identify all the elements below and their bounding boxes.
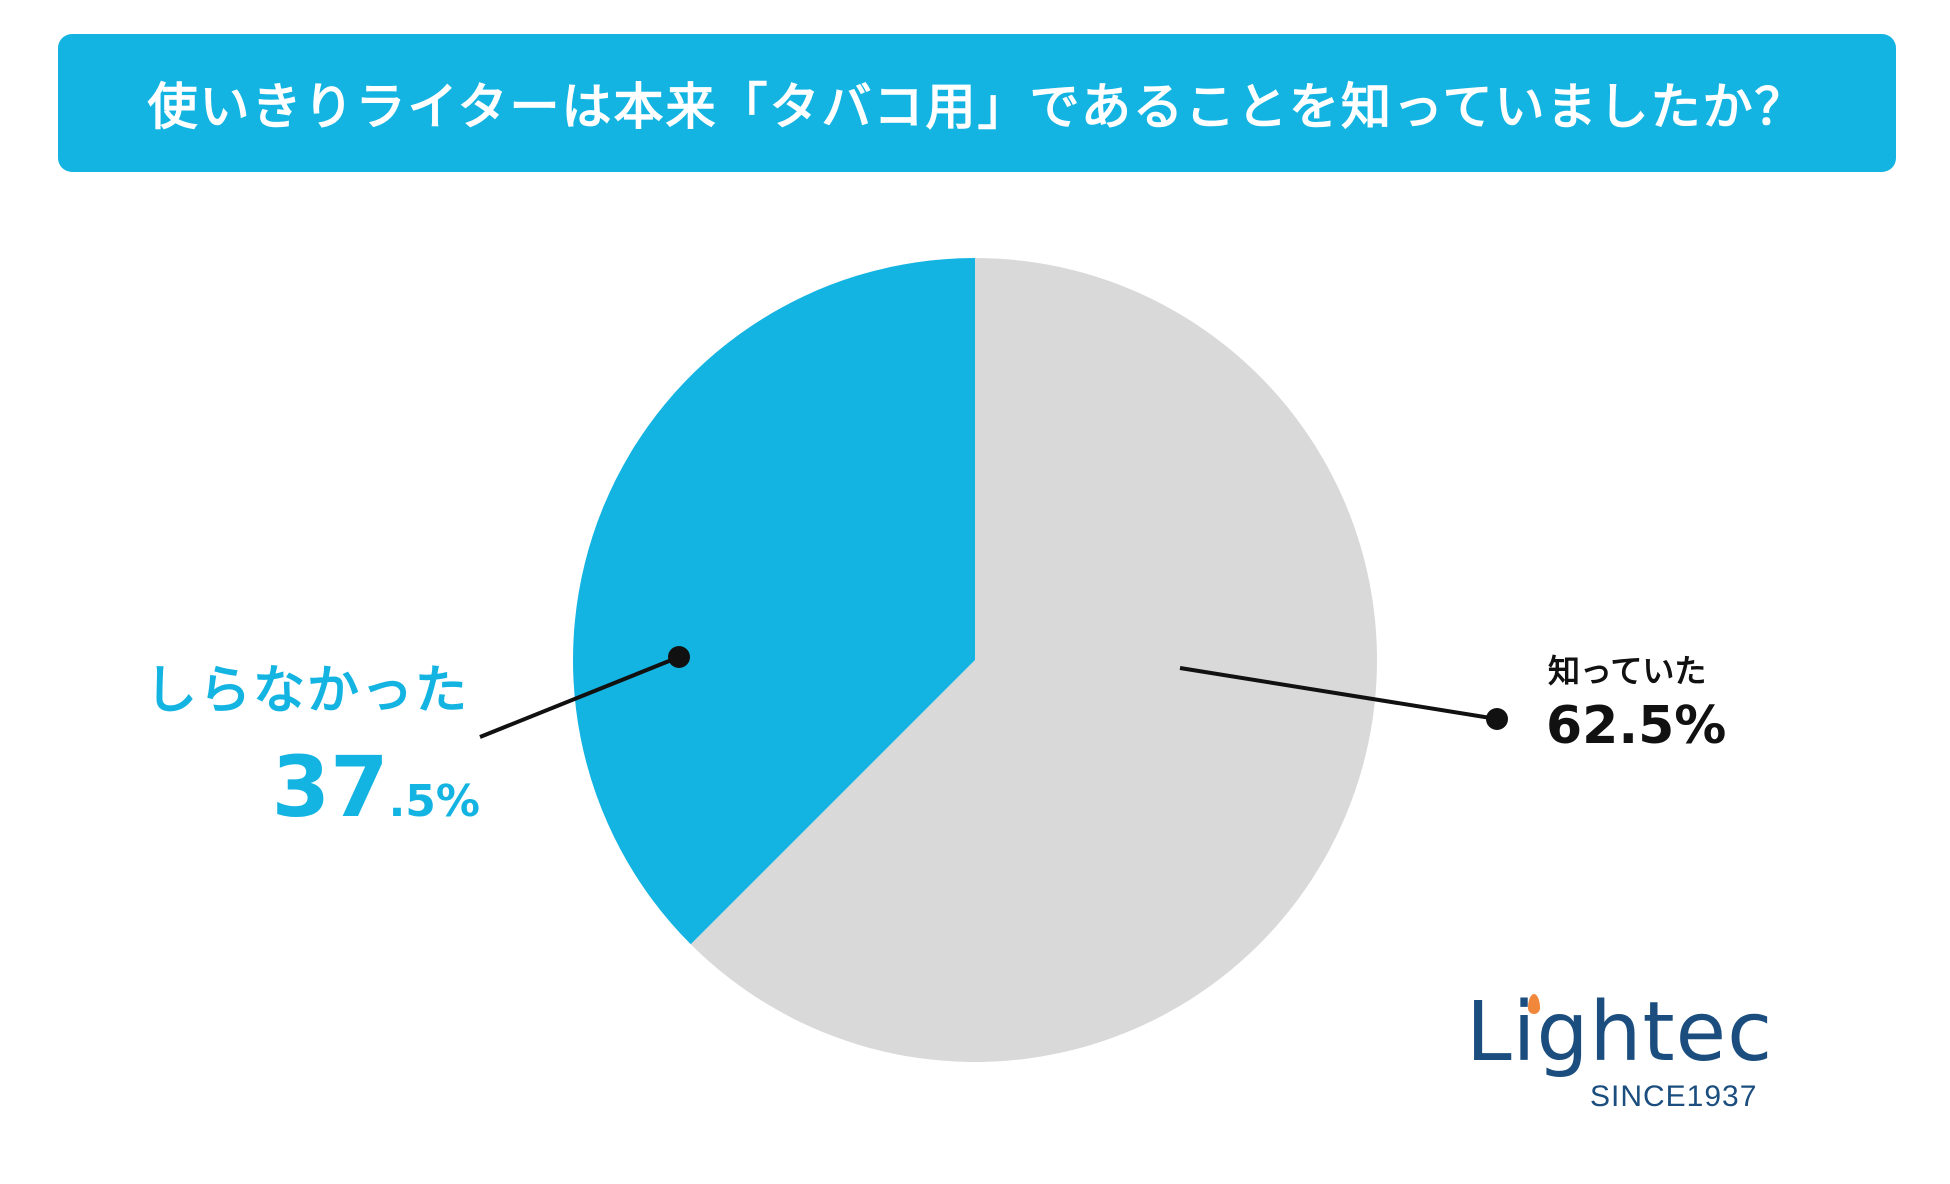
slice-value-known: 62.5% xyxy=(1546,696,1727,756)
title-banner: 使いきりライターは本来「タバコ用」であることを知っていましたか？ xyxy=(58,34,1896,172)
leader-line-unknown xyxy=(479,646,690,739)
chart-title: 使いきりライターは本来「タバコ用」であることを知っていましたか？ xyxy=(147,78,1807,136)
pie-slice-0 xyxy=(690,258,1377,1063)
flame-icon xyxy=(1528,994,1540,1014)
lightec-logo: Lightec SINCE1937 xyxy=(1466,992,1772,1122)
leader-line-known xyxy=(1179,666,1508,730)
slice-value-unknown-small: .5% xyxy=(388,776,480,827)
logo-tagline: SINCE1937 xyxy=(1590,1080,1758,1113)
slice-label-known: 知っていた xyxy=(1548,652,1707,690)
slice-value-unknown: 37.5% xyxy=(272,738,480,836)
pie-slice-1 xyxy=(573,258,975,945)
slice-value-unknown-big: 37 xyxy=(271,738,389,836)
logo-wordmark: Lightec xyxy=(1466,985,1774,1080)
slice-label-unknown: しらなかった xyxy=(145,661,470,721)
